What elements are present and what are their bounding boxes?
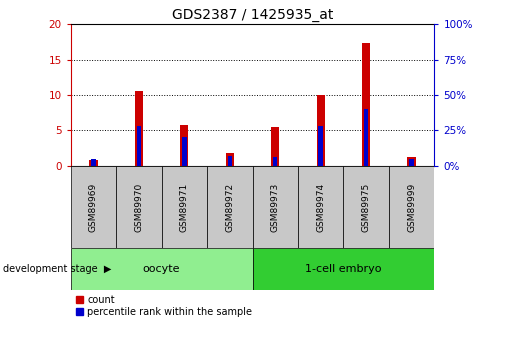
FancyBboxPatch shape <box>252 166 298 248</box>
Bar <box>136 126 141 166</box>
FancyBboxPatch shape <box>71 248 252 290</box>
Bar <box>226 153 234 166</box>
Text: GSM89970: GSM89970 <box>134 183 143 231</box>
Legend: count, percentile rank within the sample: count, percentile rank within the sample <box>76 295 252 317</box>
Bar <box>182 137 187 166</box>
FancyBboxPatch shape <box>71 166 116 248</box>
Bar <box>89 160 97 166</box>
Text: GSM89972: GSM89972 <box>225 183 234 231</box>
Title: GDS2387 / 1425935_at: GDS2387 / 1425935_at <box>172 8 333 22</box>
Bar <box>364 109 369 166</box>
Bar <box>180 125 188 166</box>
Text: GSM89999: GSM89999 <box>407 183 416 231</box>
Text: GSM89973: GSM89973 <box>271 183 280 231</box>
FancyBboxPatch shape <box>389 166 434 248</box>
Text: GSM89971: GSM89971 <box>180 183 189 231</box>
FancyBboxPatch shape <box>343 166 389 248</box>
Bar <box>135 91 143 166</box>
Bar <box>362 42 370 166</box>
FancyBboxPatch shape <box>207 166 252 248</box>
Bar <box>228 156 232 166</box>
Bar <box>319 126 323 166</box>
FancyBboxPatch shape <box>116 166 162 248</box>
Text: oocyte: oocyte <box>143 264 180 274</box>
Text: GSM89974: GSM89974 <box>316 183 325 231</box>
FancyBboxPatch shape <box>252 248 434 290</box>
FancyBboxPatch shape <box>162 166 207 248</box>
Bar <box>410 159 414 166</box>
Text: GSM89975: GSM89975 <box>362 183 371 231</box>
Bar <box>91 159 96 166</box>
Bar <box>271 127 279 166</box>
Text: development stage  ▶: development stage ▶ <box>3 264 111 274</box>
Bar <box>317 95 325 166</box>
FancyBboxPatch shape <box>298 166 343 248</box>
Bar <box>273 157 278 166</box>
Text: 1-cell embryo: 1-cell embryo <box>305 264 382 274</box>
Text: GSM89969: GSM89969 <box>89 183 98 231</box>
Bar <box>408 157 416 166</box>
